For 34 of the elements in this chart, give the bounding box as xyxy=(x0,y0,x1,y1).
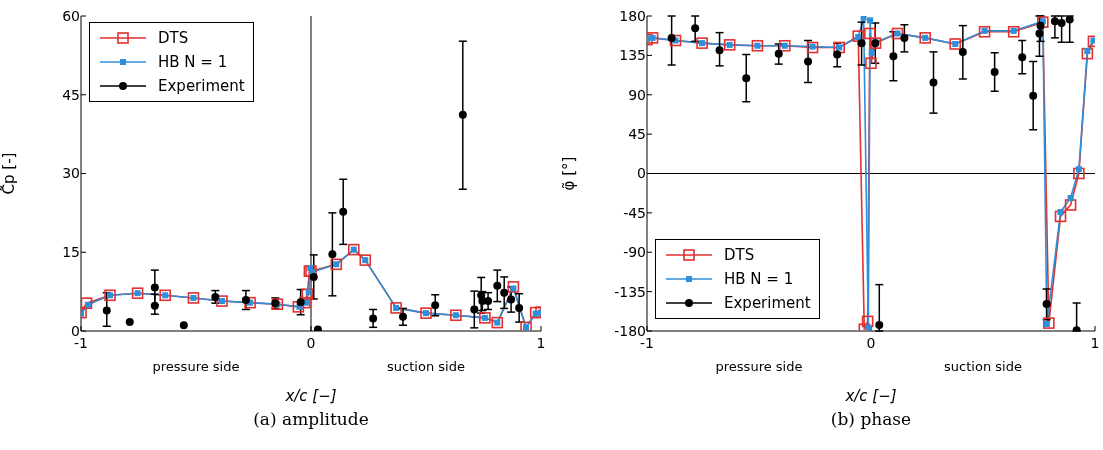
y-tick-label: 0 xyxy=(71,322,80,339)
legend-label: DTS xyxy=(158,29,189,47)
y-tick-label: 0 xyxy=(637,165,646,182)
text: pressure side xyxy=(715,359,803,374)
y-tick-label: 180 xyxy=(619,7,646,24)
y-tick-label: 15 xyxy=(62,244,80,261)
legend-label: Experiment xyxy=(158,77,245,95)
y-tick-label: -45 xyxy=(623,204,646,221)
y-tick-label: -90 xyxy=(623,244,646,261)
y-tick-label: 60 xyxy=(62,7,80,24)
legend-label: Experiment xyxy=(724,294,811,312)
y-tick-label: 45 xyxy=(628,126,646,143)
text: (b) phase xyxy=(829,409,913,429)
y-tick-label: 30 xyxy=(62,165,80,182)
y-tick-label: -135 xyxy=(614,283,646,300)
x-tick-label: 0 xyxy=(306,334,316,351)
legend-label: DTS xyxy=(724,246,755,264)
y-axis-title: φ̃ [°] xyxy=(560,156,579,191)
y-tick-label: 45 xyxy=(62,86,80,103)
x-tick-label: 1 xyxy=(1090,334,1100,351)
x-tick-label: 0 xyxy=(866,334,876,351)
x-tick-label: 1 xyxy=(536,334,546,351)
y-axis-title: C̃p [-] xyxy=(0,152,19,195)
y-tick-label: 90 xyxy=(628,86,646,103)
text: pressure side xyxy=(152,359,240,374)
text: suction side xyxy=(944,359,1022,374)
x-axis-title: x/c [−] xyxy=(844,387,897,405)
y-tick-label: -180 xyxy=(614,322,646,339)
legend-label: HB N = 1 xyxy=(158,53,228,71)
text: suction side xyxy=(387,359,465,374)
y-tick-label: 135 xyxy=(619,47,646,64)
text: (a) amplitude xyxy=(252,409,370,429)
x-axis-title: x/c [−] xyxy=(284,387,337,405)
legend-label: HB N = 1 xyxy=(724,270,794,288)
